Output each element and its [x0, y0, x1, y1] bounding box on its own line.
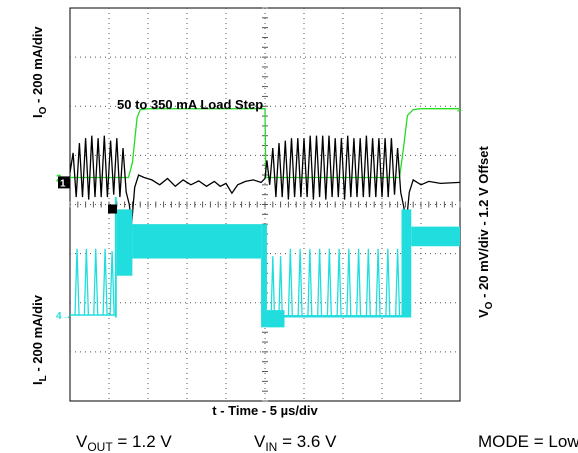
il-pulse — [365, 248, 371, 318]
trace-layer — [69, 108, 461, 328]
y-axis-label-right: VO - 20 mV/div - 1.2 V Offset — [476, 146, 495, 318]
mode-label: MODE = Low — [478, 432, 578, 451]
il-pulse — [102, 248, 108, 316]
trigger-position-marker — [108, 204, 117, 214]
il-ripple-band — [261, 224, 267, 328]
il-pulse — [270, 256, 276, 328]
y-axis-label-top: IO - 200 mA/div — [30, 26, 49, 118]
il-ripple-band — [284, 315, 402, 318]
x-axis-label: t - Time - 5 µs/div — [212, 403, 318, 418]
channel-4-marker: 4→ — [56, 311, 72, 322]
il-pulse — [297, 248, 303, 318]
il-pulse — [307, 248, 313, 318]
svg-text:IL - 200 mA/div: IL - 200 mA/div — [30, 294, 49, 385]
il-pulse — [375, 248, 381, 318]
y-axis-label-bottom: IL - 200 mA/div — [30, 294, 49, 385]
il-ripple-band — [114, 197, 117, 318]
il-pulse — [83, 248, 90, 316]
il-pulse — [394, 248, 401, 318]
il-pulse — [355, 248, 362, 318]
channel-markers: 2→14→← — [56, 105, 465, 322]
load-step-annotation: 50 to 350 mA Load Step — [117, 97, 263, 112]
vin-label: VIN = 3.6 V — [254, 432, 337, 453]
il-pulse — [74, 248, 80, 316]
il-pulse — [287, 248, 293, 318]
trigger-level-marker: ← — [455, 105, 465, 116]
il-pulse — [277, 256, 284, 328]
channel-1-marker — [58, 176, 70, 189]
il-ripple-band — [132, 224, 262, 259]
il-ripple-band — [116, 209, 133, 276]
il-pulse — [346, 248, 352, 318]
channel-1-marker-label: 1 — [60, 178, 66, 189]
trace-il — [70, 197, 460, 328]
il-pulse — [109, 251, 115, 316]
il-ripple-band — [401, 209, 412, 318]
il-pulse — [326, 248, 332, 318]
il-pulse — [336, 248, 342, 318]
svg-text:IO - 200 mA/div: IO - 200 mA/div — [30, 26, 49, 118]
il-ripple-band — [411, 226, 460, 247]
vout-label: VOUT = 1.2 V — [76, 432, 172, 453]
plot-grid — [69, 7, 461, 402]
trace-vo — [69, 135, 461, 225]
il-pulse — [316, 248, 323, 318]
svg-text:VO - 20 mV/div - 1.2 V Offset: VO - 20 mV/div - 1.2 V Offset — [476, 146, 495, 318]
il-pulse — [93, 248, 99, 316]
il-pulse — [385, 248, 391, 318]
